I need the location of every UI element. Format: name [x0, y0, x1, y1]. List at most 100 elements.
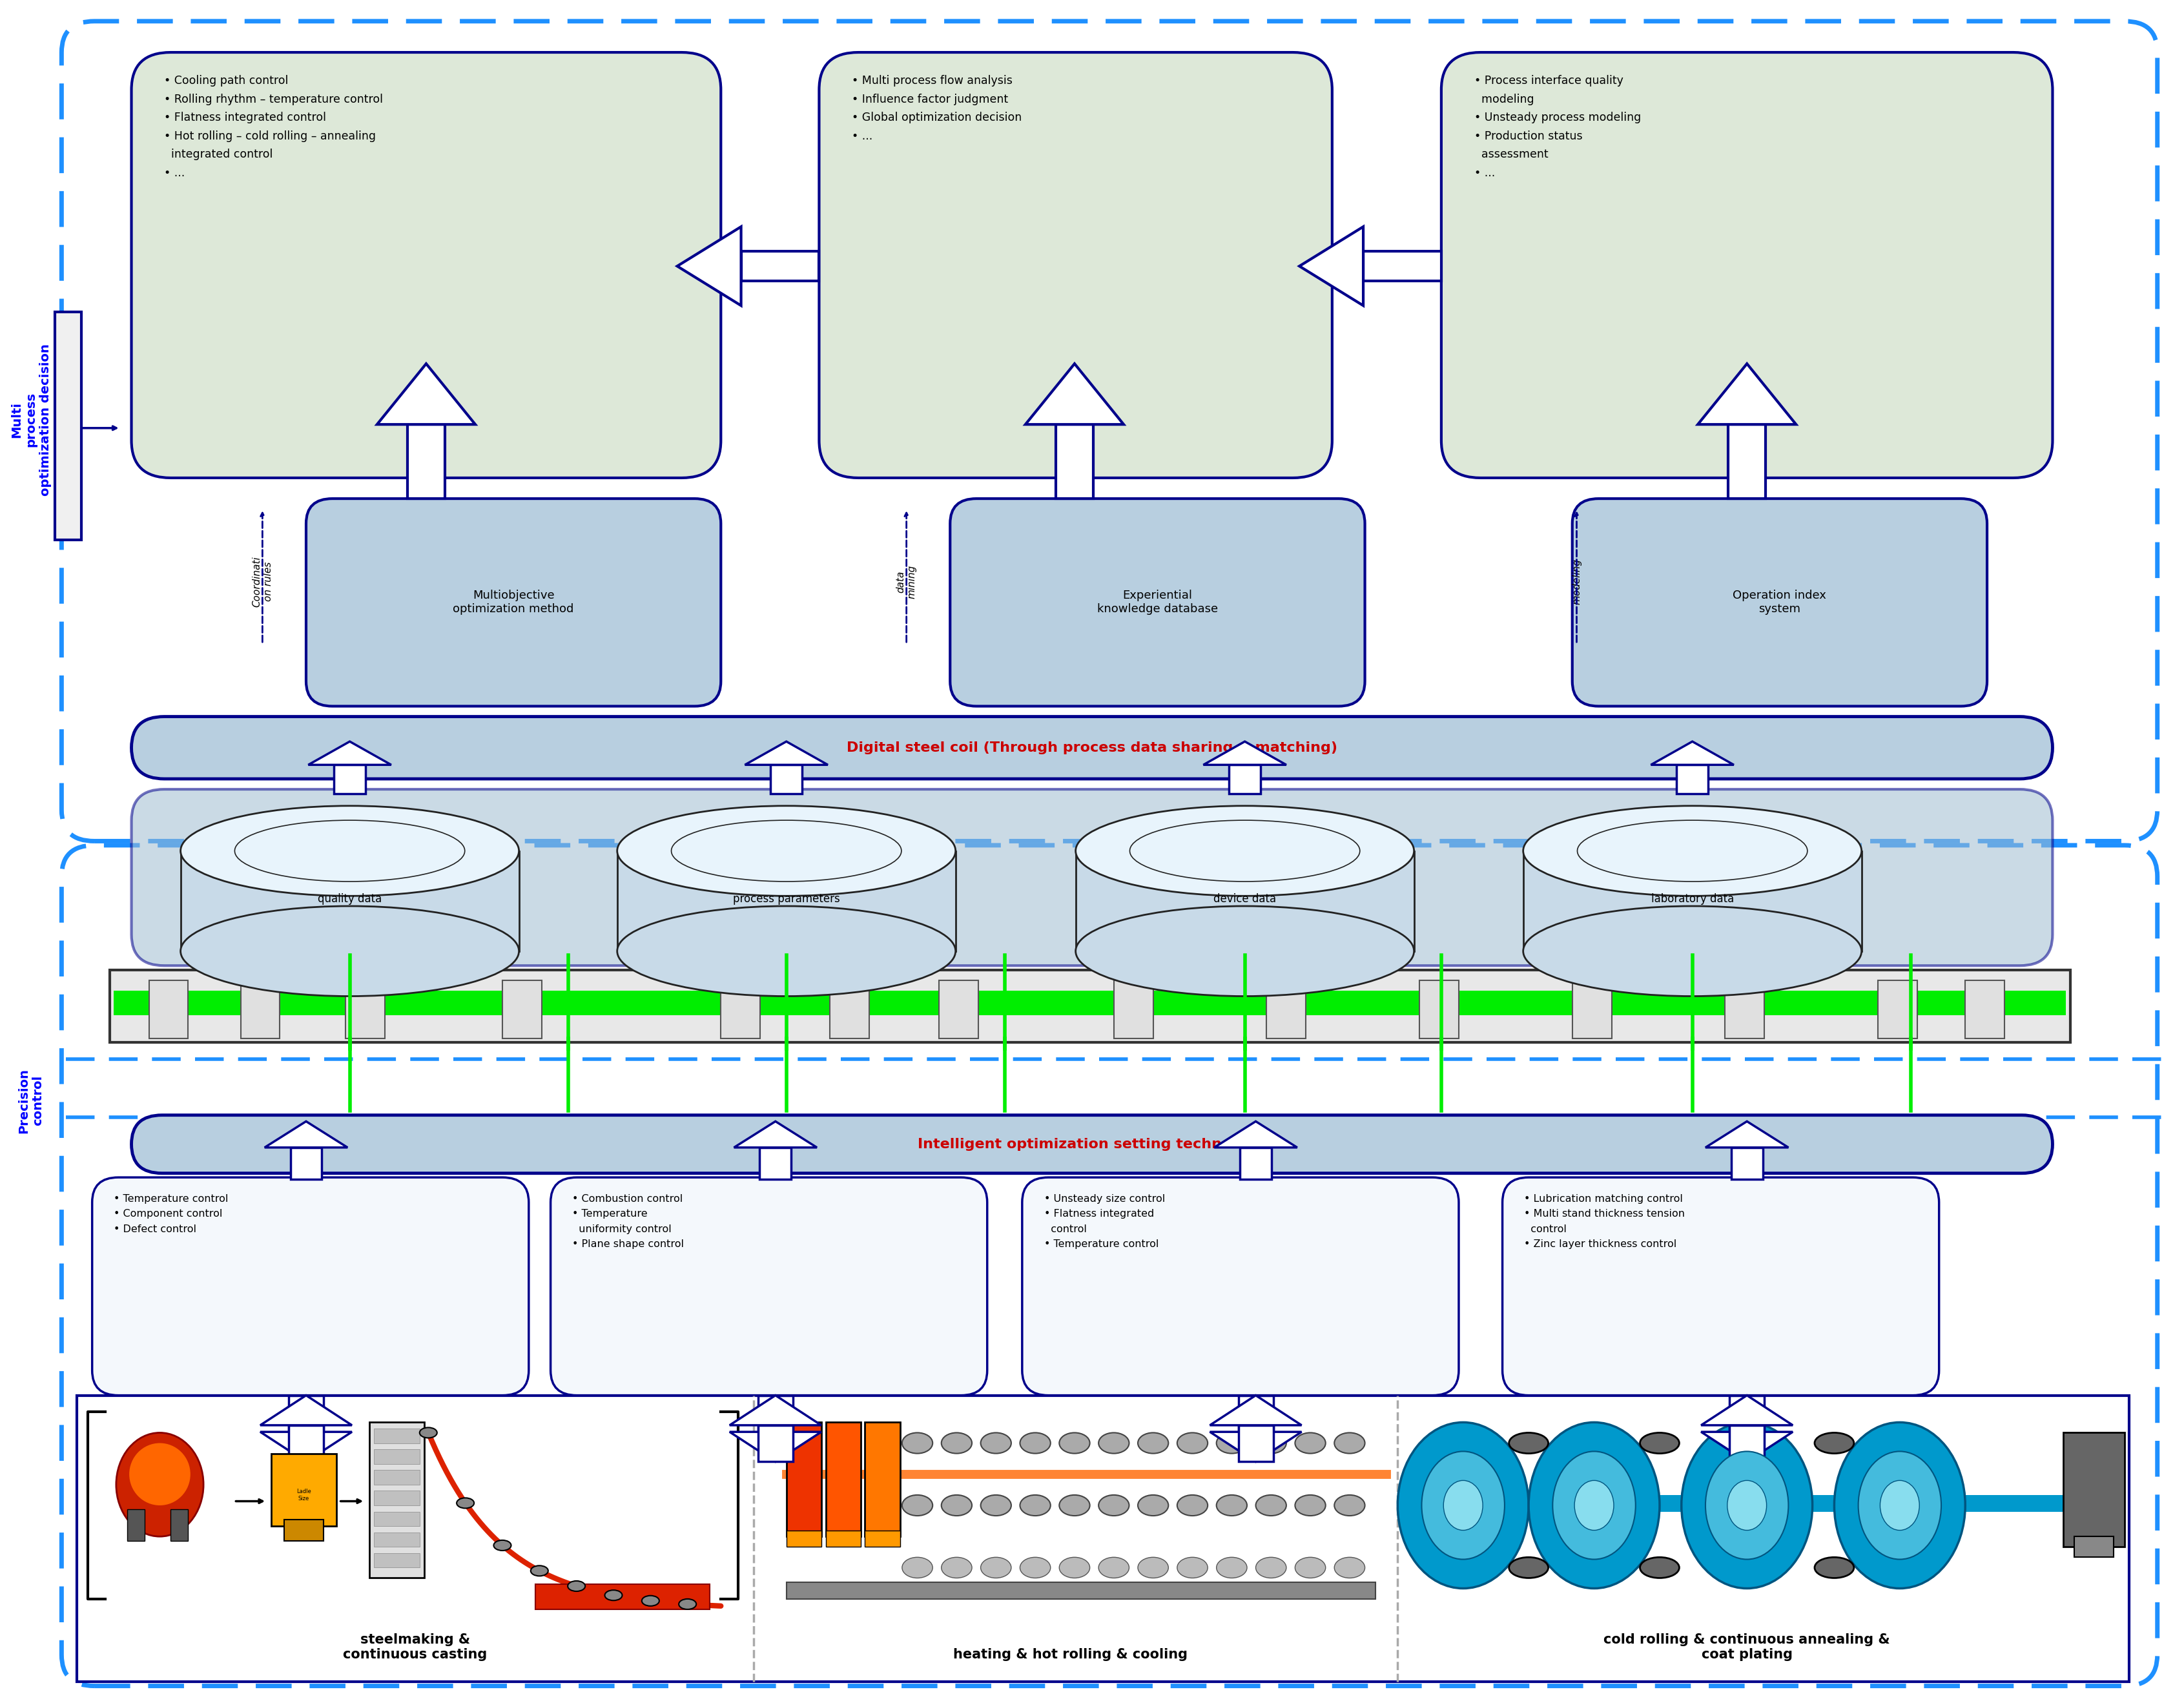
Bar	[786, 1531, 821, 1546]
Bar	[1230, 765, 1260, 794]
Polygon shape	[1701, 1432, 1793, 1461]
Polygon shape	[1299, 226, 1363, 305]
Text: • Multi process flow analysis
• Influence factor judgment
• Global optimization : • Multi process flow analysis • Influenc…	[852, 75, 1022, 141]
Ellipse shape	[494, 1540, 511, 1550]
Text: data
mining: data mining	[895, 565, 917, 598]
Bar	[740, 250, 819, 281]
Ellipse shape	[618, 806, 957, 896]
Text: device data: device data	[1214, 894, 1275, 904]
Ellipse shape	[1815, 1432, 1854, 1453]
Polygon shape	[734, 1121, 817, 1148]
Bar	[109, 969, 2070, 1042]
Ellipse shape	[941, 1432, 972, 1453]
Ellipse shape	[1138, 1495, 1168, 1516]
Ellipse shape	[1640, 1557, 1679, 1579]
Ellipse shape	[1640, 1432, 1679, 1453]
Ellipse shape	[1059, 1432, 1090, 1453]
FancyBboxPatch shape	[131, 1115, 2053, 1173]
Bar	[721, 981, 760, 1039]
Ellipse shape	[1099, 1495, 1129, 1516]
Ellipse shape	[902, 1557, 933, 1579]
Polygon shape	[308, 741, 391, 765]
Ellipse shape	[1859, 1451, 1942, 1560]
Text: heating & hot rolling & cooling: heating & hot rolling & cooling	[952, 1649, 1188, 1660]
FancyBboxPatch shape	[1022, 1177, 1459, 1395]
Ellipse shape	[181, 806, 520, 896]
Bar	[290, 1148, 321, 1180]
Ellipse shape	[1682, 1422, 1813, 1589]
Text: Intelligent optimization setting technology: Intelligent optimization setting technol…	[917, 1138, 1267, 1151]
Bar	[114, 991, 2066, 1015]
Ellipse shape	[1059, 1495, 1090, 1516]
Polygon shape	[1697, 364, 1795, 424]
Ellipse shape	[1522, 906, 1861, 996]
Ellipse shape	[1295, 1495, 1326, 1516]
Ellipse shape	[1216, 1432, 1247, 1453]
Polygon shape	[264, 1121, 347, 1148]
Ellipse shape	[981, 1432, 1011, 1453]
Ellipse shape	[1509, 1432, 1548, 1453]
Text: • Temperature control
• Component control
• Defect control: • Temperature control • Component contro…	[114, 1194, 229, 1235]
Bar	[1431, 1495, 2108, 1512]
Text: Experiential
knowledge database: Experiential knowledge database	[1096, 589, 1219, 615]
Bar	[758, 1395, 793, 1432]
Bar	[373, 1512, 419, 1526]
Ellipse shape	[1020, 1495, 1051, 1516]
Text: Multi
process
optimization decision: Multi process optimization decision	[11, 344, 52, 496]
Bar	[1730, 1425, 1765, 1461]
Ellipse shape	[1509, 1557, 1548, 1579]
Bar	[76, 1395, 2129, 1683]
Ellipse shape	[1522, 806, 1861, 896]
Ellipse shape	[568, 1580, 585, 1591]
Bar	[618, 852, 957, 952]
Bar	[1267, 981, 1306, 1039]
Ellipse shape	[679, 1599, 697, 1609]
Ellipse shape	[1020, 1432, 1051, 1453]
Ellipse shape	[1553, 1451, 1636, 1560]
Ellipse shape	[1177, 1432, 1208, 1453]
Ellipse shape	[605, 1591, 622, 1601]
Text: steelmaking &
continuous casting: steelmaking & continuous casting	[343, 1633, 487, 1660]
FancyBboxPatch shape	[1572, 499, 1987, 707]
Polygon shape	[729, 1432, 821, 1461]
Bar	[2075, 1536, 2114, 1557]
Bar	[149, 981, 188, 1039]
Bar	[284, 1519, 323, 1541]
Bar	[373, 1553, 419, 1568]
Bar	[535, 1584, 710, 1609]
Bar	[181, 852, 520, 952]
Ellipse shape	[129, 1442, 190, 1505]
Bar	[830, 981, 869, 1039]
Bar	[1677, 765, 1708, 794]
FancyBboxPatch shape	[131, 788, 2053, 966]
Ellipse shape	[1138, 1432, 1168, 1453]
Text: Operation index
system: Operation index system	[1732, 589, 1826, 615]
Ellipse shape	[1398, 1422, 1529, 1589]
Bar	[373, 1490, 419, 1505]
Bar	[826, 1422, 860, 1536]
Bar	[758, 1425, 793, 1461]
Bar	[1114, 981, 1153, 1039]
Bar	[1730, 1395, 1765, 1432]
Text: quality data: quality data	[317, 894, 382, 904]
Bar	[271, 1453, 336, 1526]
Polygon shape	[677, 226, 740, 305]
Bar	[1241, 1148, 1271, 1180]
Text: cold rolling & continuous annealing &
coat plating: cold rolling & continuous annealing & co…	[1603, 1633, 1889, 1660]
Polygon shape	[1214, 1121, 1297, 1148]
Polygon shape	[378, 364, 476, 424]
Ellipse shape	[1334, 1495, 1365, 1516]
Bar	[502, 981, 542, 1039]
Polygon shape	[260, 1395, 352, 1425]
Polygon shape	[1651, 741, 1734, 765]
Ellipse shape	[1177, 1557, 1208, 1579]
Ellipse shape	[642, 1596, 660, 1606]
Bar	[1878, 981, 1918, 1039]
Bar	[865, 1422, 900, 1536]
FancyBboxPatch shape	[819, 53, 1332, 479]
Bar	[288, 1425, 323, 1461]
Bar	[373, 1449, 419, 1465]
Bar	[786, 1422, 821, 1536]
Polygon shape	[1210, 1395, 1302, 1425]
Polygon shape	[1210, 1432, 1302, 1461]
